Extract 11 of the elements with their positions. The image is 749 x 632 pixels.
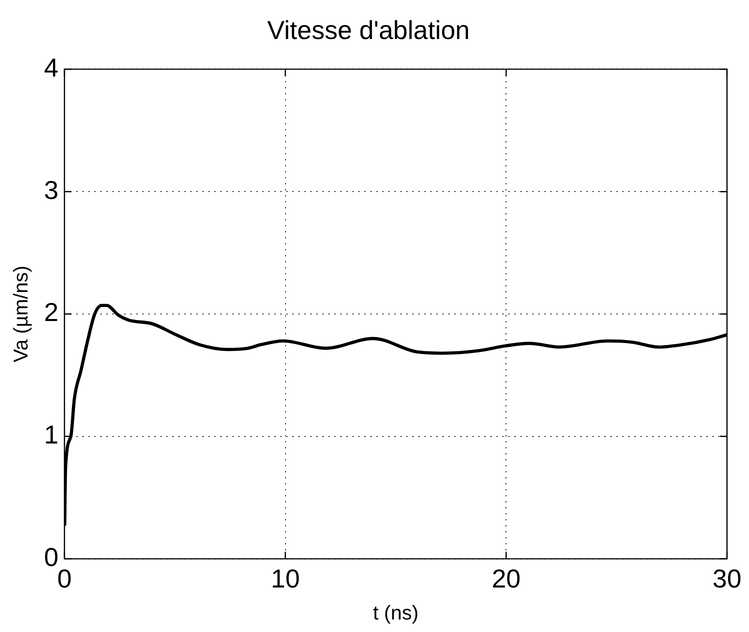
x-tick-label: 10 <box>270 564 300 594</box>
y-tick-label: 3 <box>44 174 58 205</box>
y-tick-label: 1 <box>44 420 58 450</box>
y-axis-title: Va (µm/ns) <box>10 266 33 362</box>
y-tick-label: 0 <box>44 542 58 572</box>
x-tick-label: 20 <box>492 564 521 594</box>
x-axis-title: t (ns) <box>372 602 419 625</box>
y-tick-label: 4 <box>44 52 58 82</box>
y-tick-label: 2 <box>44 297 58 328</box>
chart-title: Vitesse d'ablation <box>267 14 470 45</box>
x-tick-label: 30 <box>712 564 742 594</box>
